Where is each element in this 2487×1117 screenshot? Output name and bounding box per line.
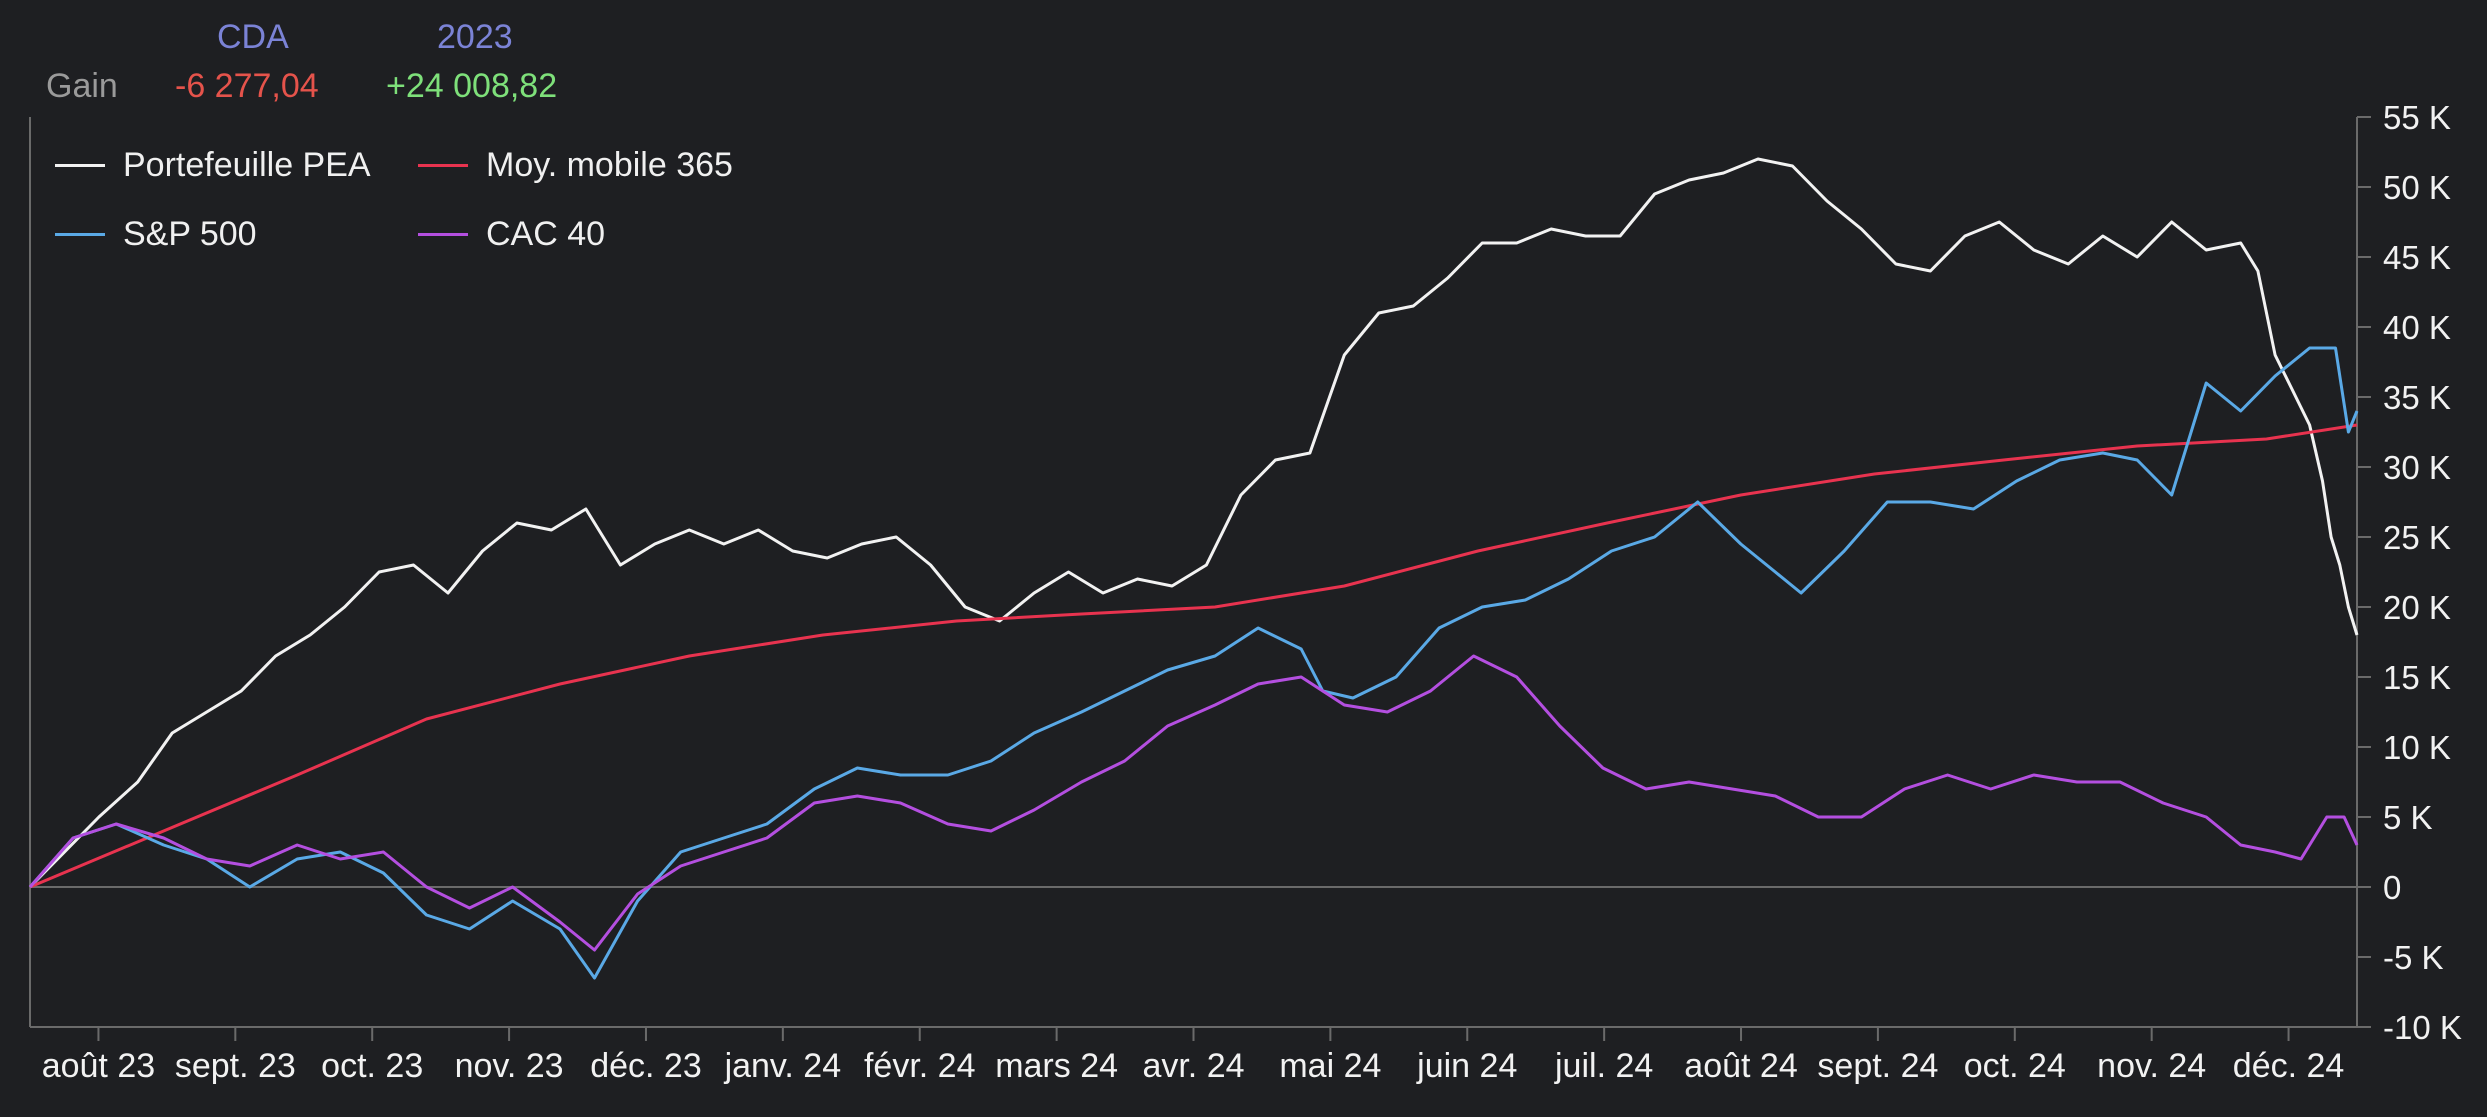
y-tick-label: 40 K bbox=[2383, 309, 2451, 346]
header-year-gain: +24 008,82 bbox=[386, 67, 558, 105]
x-tick-label: nov. 23 bbox=[455, 1047, 564, 1085]
y-tick-label: 20 K bbox=[2383, 589, 2451, 626]
series-line bbox=[28, 654, 2359, 952]
series-line bbox=[28, 346, 2359, 980]
y-tick-label: -10 K bbox=[2383, 1009, 2462, 1046]
legend-item-moving-average[interactable]: Moy. mobile 365 bbox=[418, 146, 733, 185]
x-tick-label: nov. 24 bbox=[2097, 1047, 2206, 1085]
legend-item-sp500[interactable]: S&P 500 bbox=[55, 215, 257, 254]
y-tick-label: 15 K bbox=[2383, 659, 2451, 696]
legend-label-portfolio: Portefeuille PEA bbox=[123, 146, 371, 184]
x-tick-label: sept. 23 bbox=[175, 1047, 296, 1085]
y-tick-label: 5 K bbox=[2383, 799, 2433, 836]
legend-label-sp500: S&P 500 bbox=[123, 215, 257, 253]
x-tick-label: mars 24 bbox=[995, 1047, 1118, 1085]
x-tick-label: sept. 24 bbox=[1817, 1047, 1938, 1085]
x-tick-label: oct. 24 bbox=[1964, 1047, 2066, 1085]
header-col2-label: 2023 bbox=[437, 18, 513, 56]
legend-swatch-moving-average bbox=[418, 164, 468, 167]
x-tick-label: mai 24 bbox=[1279, 1047, 1381, 1085]
y-tick-label: 35 K bbox=[2383, 379, 2451, 416]
x-tick-label: déc. 24 bbox=[2233, 1047, 2345, 1085]
legend-swatch-cac40 bbox=[418, 233, 468, 236]
legend-label-cac40: CAC 40 bbox=[486, 215, 606, 253]
x-tick-label: janv. 24 bbox=[724, 1047, 842, 1085]
y-tick-label: 10 K bbox=[2383, 729, 2451, 766]
header-col1-label: CDA bbox=[217, 18, 289, 56]
header-cda-gain: -6 277,04 bbox=[175, 67, 319, 105]
y-tick-label: 25 K bbox=[2383, 519, 2451, 556]
legend-label-moving-average: Moy. mobile 365 bbox=[486, 146, 733, 184]
y-tick-label: 55 K bbox=[2383, 99, 2451, 136]
series-line bbox=[28, 157, 2359, 889]
y-tick-label: 30 K bbox=[2383, 449, 2451, 486]
legend-item-cac40[interactable]: CAC 40 bbox=[418, 215, 605, 254]
x-tick-label: juil. 24 bbox=[1554, 1047, 1653, 1085]
legend-item-portfolio[interactable]: Portefeuille PEA bbox=[55, 146, 371, 185]
x-tick-label: déc. 23 bbox=[590, 1047, 702, 1085]
y-tick-label: -5 K bbox=[2383, 939, 2444, 976]
x-tick-label: août 24 bbox=[1684, 1047, 1797, 1085]
series-line bbox=[29, 423, 2358, 889]
x-tick-label: août 23 bbox=[42, 1047, 155, 1085]
y-tick-label: 0 bbox=[2383, 869, 2401, 906]
x-tick-label: avr. 24 bbox=[1142, 1047, 1244, 1085]
header-row-label: Gain bbox=[46, 67, 118, 105]
x-tick-label: oct. 23 bbox=[321, 1047, 423, 1085]
legend-swatch-sp500 bbox=[55, 233, 105, 236]
y-tick-label: 50 K bbox=[2383, 169, 2451, 206]
y-tick-label: 45 K bbox=[2383, 239, 2451, 276]
x-tick-label: juin 24 bbox=[1416, 1047, 1517, 1085]
x-tick-label: févr. 24 bbox=[864, 1047, 976, 1085]
legend-swatch-portfolio bbox=[55, 164, 105, 167]
